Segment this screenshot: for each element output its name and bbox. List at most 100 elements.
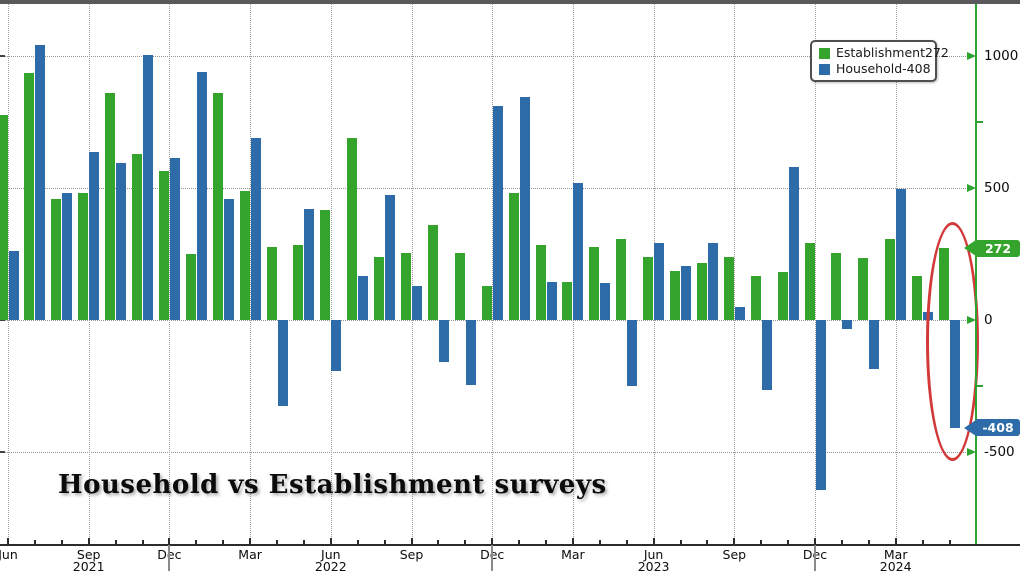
establishment-bar (670, 271, 680, 320)
household-bar (385, 194, 396, 320)
y-axis-minor-tick (977, 121, 983, 123)
household-bar (519, 96, 530, 320)
establishment-bar (804, 243, 815, 320)
establishment-bar (750, 276, 761, 320)
x-axis-year-label: 2021 (72, 559, 105, 571)
x-axis-year-label: 2023 (637, 559, 670, 571)
household-bar (35, 45, 46, 320)
household-bar (869, 320, 880, 369)
establishment-bar (427, 224, 438, 320)
household-bar (707, 243, 718, 320)
x-axis-month-tick (571, 538, 574, 544)
x-axis-month-tick (491, 538, 494, 544)
x-axis-month-tick (168, 538, 171, 544)
establishment-bar (185, 254, 196, 320)
household-bar (654, 243, 665, 320)
establishment-bar (831, 252, 842, 320)
household-bar (600, 283, 611, 320)
household-bar (896, 189, 907, 320)
legend-row-household: Household -408 (819, 61, 931, 76)
household-bar (815, 320, 826, 491)
household-bar (196, 71, 207, 320)
x-axis-month-tick (814, 538, 816, 544)
x-axis-line (0, 544, 1020, 546)
establishment-bar (723, 256, 734, 320)
household-bar (116, 162, 127, 320)
household-bar (627, 320, 638, 386)
v-gridline (734, 4, 736, 545)
x-axis-month-tick (437, 540, 440, 544)
x-axis-month-tick (276, 540, 278, 544)
legend-row-establishment: Establishment 272 (819, 46, 949, 60)
x-axis-month-tick (329, 538, 332, 544)
y-axis-minor-tick (977, 385, 983, 387)
badge-value: -408 (976, 419, 1020, 437)
x-axis-month-label: Sep (399, 547, 424, 562)
household-swatch-icon (819, 63, 830, 75)
left-axis-tick (0, 451, 5, 453)
chart-title: Household vs Establishment surveys (58, 470, 607, 500)
left-axis-tick (0, 319, 5, 321)
year-divider-line (491, 545, 494, 571)
x-axis-year-label: 2024 (879, 559, 912, 571)
x-axis-month-tick (948, 540, 951, 544)
x-axis-month-label: Sep (76, 547, 101, 562)
establishment-bar (616, 239, 627, 320)
x-axis-month-tick (464, 540, 467, 544)
establishment-bar (696, 263, 707, 320)
y-axis-tick-arrow-icon (967, 448, 976, 456)
establishment-bar (132, 153, 142, 320)
y-axis-tick-arrow-icon (967, 52, 976, 60)
household-bar (761, 320, 772, 390)
household-bar (169, 157, 180, 320)
household-bar (546, 281, 557, 320)
household-bar (681, 265, 691, 320)
x-axis-month-label: Jun (643, 547, 664, 562)
establishment-bar (643, 256, 654, 320)
h-gridline (0, 188, 972, 189)
establishment-bar (347, 137, 358, 320)
x-axis-month-label: Mar (561, 547, 585, 562)
x-axis-month-tick (60, 540, 63, 544)
x-axis-month-tick (302, 540, 305, 544)
household-bar (438, 320, 449, 363)
establishment-bar (78, 193, 89, 320)
x-axis-month-tick (222, 540, 225, 544)
establishment-bar (293, 244, 304, 320)
h-gridline (0, 56, 972, 57)
x-axis-month-tick (652, 538, 655, 544)
household-bar (223, 198, 234, 320)
year-divider-line (168, 545, 171, 571)
establishment-bar (858, 257, 869, 320)
x-axis-month-tick (760, 540, 763, 544)
last-value-badge: 272 (964, 239, 1020, 257)
establishment-bar (239, 190, 250, 320)
x-axis-month-tick (867, 540, 870, 544)
household-bar (465, 320, 476, 385)
household-bar (250, 137, 261, 320)
establishment-bar (401, 252, 411, 320)
establishment-bar (24, 73, 35, 320)
household-bar (62, 193, 73, 320)
legend-label: Household (836, 61, 903, 76)
y-axis-label: -500 (984, 444, 1015, 460)
year-divider-line (814, 545, 816, 571)
badge-arrow-icon (964, 419, 976, 436)
y-axis-label: 1000 (984, 48, 1019, 64)
x-axis-month-tick (7, 538, 9, 544)
establishment-bar (454, 252, 465, 320)
x-axis-month-tick (195, 540, 198, 544)
household-bar (277, 320, 288, 406)
establishment-bar (562, 281, 573, 320)
establishment-bar (912, 276, 923, 320)
x-axis-month-tick (114, 540, 117, 544)
household-bar (492, 106, 503, 320)
household-bar (734, 306, 745, 320)
household-bar (842, 320, 853, 330)
x-axis-year-label: 2022 (314, 559, 347, 571)
badge-arrow-icon (964, 240, 976, 257)
x-axis-month-tick (706, 540, 709, 544)
v-gridline (815, 4, 816, 545)
